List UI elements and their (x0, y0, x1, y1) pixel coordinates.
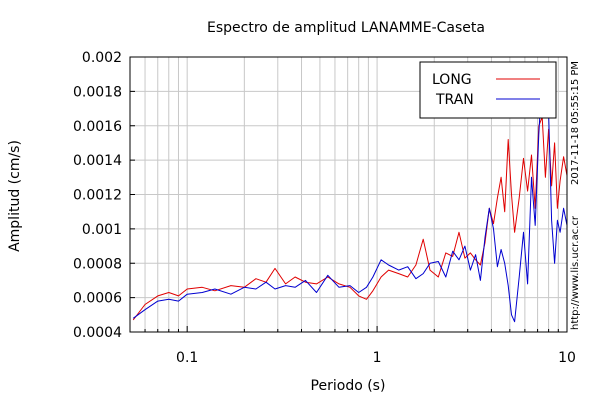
y-tick-label: 0.001 (82, 222, 122, 238)
y-tick-label: 0.0004 (73, 325, 122, 341)
legend: LONG TRAN (419, 61, 557, 119)
y-tick-label: 0.0012 (73, 188, 122, 204)
y-tick-label: 0.0014 (73, 153, 122, 169)
y-axis-title: Amplitud (cm/s) (7, 140, 23, 252)
y-tick-label: 0.0018 (73, 84, 122, 100)
legend-box (419, 61, 557, 119)
series-line-tran (132, 73, 568, 323)
series-layer (132, 73, 568, 323)
x-axis: 0.1 1 10 (129, 326, 576, 366)
website-label: http://www.lis.ucr.ac.cr (570, 215, 581, 330)
chart-title: Espectro de amplitud LANAMME-Caseta (207, 20, 485, 36)
timestamp-label: 2017-11-18 05:55:15 PM (570, 61, 581, 185)
x-tick-label: 1 (373, 350, 382, 366)
grid (129, 56, 568, 333)
x-tick-label: 0.1 (176, 350, 198, 366)
y-tick-label: 0.0016 (73, 119, 122, 135)
x-axis-title: Periodo (s) (311, 378, 386, 394)
series-line-long (132, 116, 568, 321)
y-axis: 0.0004 0.0006 0.0008 0.001 0.0012 0.0014 0.001… (73, 50, 135, 341)
y-tick-label: 0.002 (82, 50, 122, 66)
y-tick-label: 0.0006 (73, 291, 122, 307)
legend-label-tran: TRAN (435, 92, 474, 108)
x-tick-label: 10 (558, 350, 576, 366)
legend-label-long: LONG (432, 72, 472, 88)
y-tick-label: 0.0008 (73, 256, 122, 272)
